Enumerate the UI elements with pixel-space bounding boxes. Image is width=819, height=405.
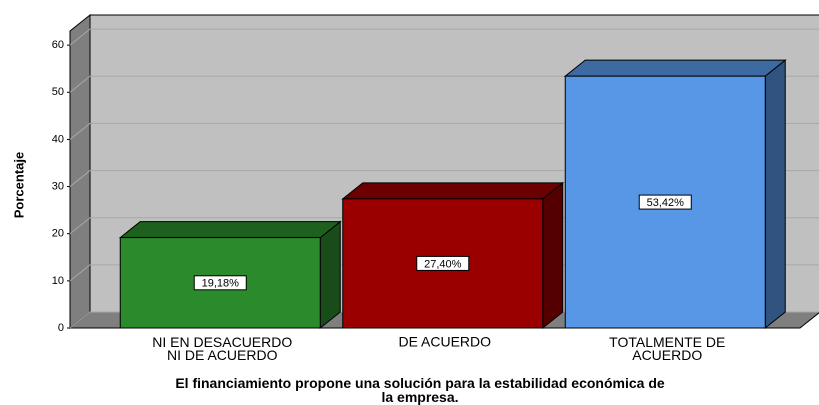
bar-top: [341, 182, 565, 200]
value-label: 53,42%: [647, 197, 685, 209]
bar-top: [563, 59, 787, 77]
bar: [118, 220, 342, 330]
left-wall: [69, 13, 91, 330]
y-tick-label: 10: [52, 275, 64, 287]
y-tick-label: 0: [58, 322, 64, 334]
y-axis-label: Porcentaje: [11, 152, 26, 218]
x-tick-label: TOTALMENTE DE ACUERDO: [609, 334, 725, 363]
value-label-box: [638, 194, 692, 210]
y-tick-label: 50: [52, 86, 64, 98]
bar: [563, 59, 787, 330]
chart-title: El financiamiento propone una solución p…: [175, 375, 665, 405]
bar-side: [764, 59, 786, 330]
y-tick-label: 30: [52, 180, 64, 192]
value-label-box: [193, 275, 247, 291]
bar-side: [319, 220, 341, 330]
y-tick-label: 20: [52, 228, 64, 240]
value-label-box: [416, 255, 470, 271]
bar-side: [542, 181, 564, 330]
y-tick-label: 40: [52, 133, 64, 145]
bar: [341, 181, 565, 330]
y-tick-label: 60: [52, 39, 64, 51]
x-tick-label: DE ACUERDO: [398, 334, 491, 350]
value-label: 19,18%: [202, 278, 240, 290]
grid-line: [69, 28, 819, 46]
value-label: 27,40%: [424, 258, 462, 270]
bar-top: [118, 221, 342, 239]
x-tick-label: NI EN DESACUERDO NI DE ACUERDO: [152, 334, 292, 363]
